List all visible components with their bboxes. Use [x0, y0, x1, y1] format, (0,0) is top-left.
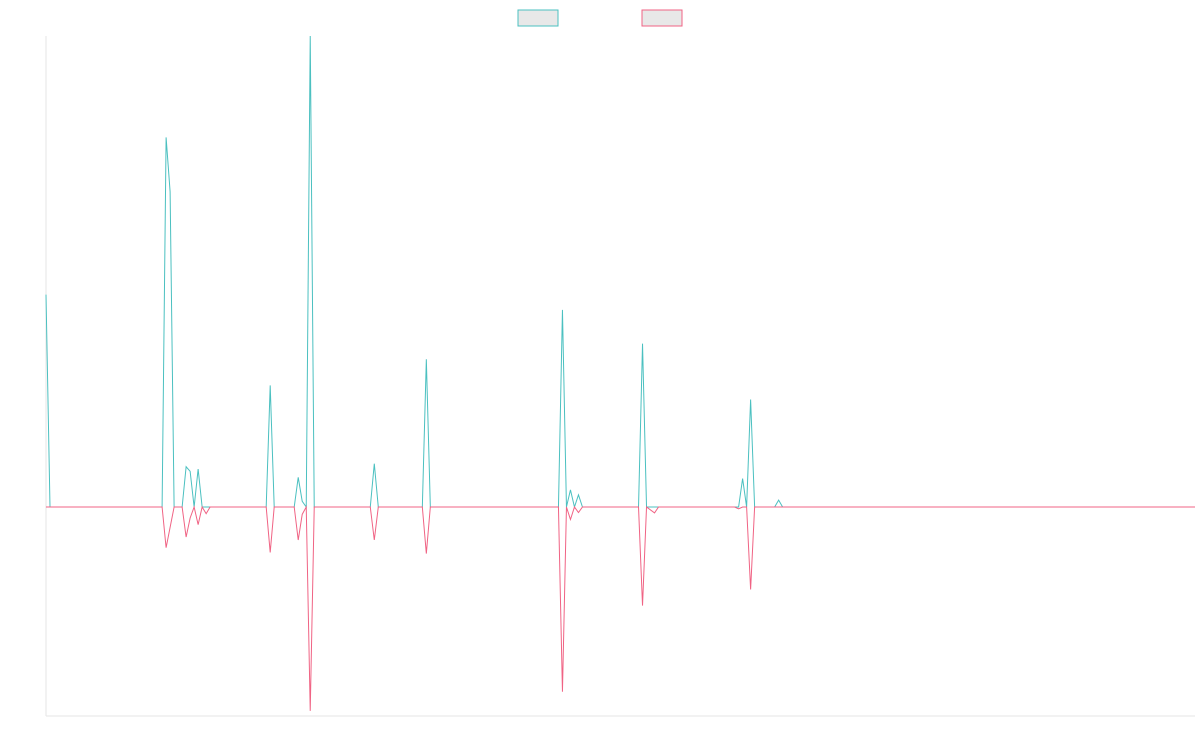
- legend-swatch-2[interactable]: [641, 9, 683, 27]
- legend-swatch-1[interactable]: [517, 9, 559, 27]
- legend: [517, 9, 683, 27]
- series-line-2: [46, 505, 1195, 711]
- series-layer: [45, 35, 1195, 711]
- series-line-1: [45, 35, 1195, 509]
